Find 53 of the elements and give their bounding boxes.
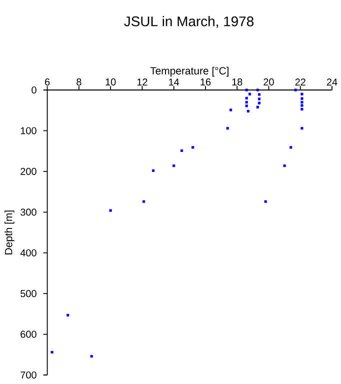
y-tick-label: 100 [20, 127, 36, 134]
point [248, 92, 252, 96]
point [258, 98, 261, 100]
y-tick-label: 500 [20, 290, 36, 298]
point [300, 97, 304, 100]
point [226, 126, 229, 130]
x-tick-label: 8 [76, 78, 82, 86]
point [90, 354, 93, 358]
point [300, 104, 304, 107]
x-tick-label: 18 [232, 78, 242, 86]
y-tick-label: 300 [20, 208, 36, 216]
point [258, 93, 261, 96]
point [256, 106, 259, 108]
point [290, 146, 292, 149]
point [283, 164, 286, 168]
point [256, 88, 259, 92]
point [152, 169, 155, 172]
y-tick-label: 0 [32, 86, 36, 94]
y-axis-title: Depth [m] [4, 210, 14, 254]
x-axis-title: Temperature [°C] [150, 66, 228, 77]
x-tick-label: 10 [106, 78, 116, 86]
x-tick-label: 22 [295, 78, 306, 86]
point [300, 126, 304, 130]
x-tick-label: 16 [200, 78, 211, 86]
point [245, 88, 248, 92]
y-tick-label: 200 [20, 168, 36, 175]
point [258, 102, 261, 104]
point [300, 100, 304, 104]
chart-title: JSUL in March, 1978 [124, 16, 254, 28]
point [229, 108, 232, 112]
point [300, 108, 304, 110]
point [142, 200, 146, 203]
point [246, 110, 250, 112]
y-tick-label: 400 [20, 249, 36, 256]
x-tick-label: 12 [137, 78, 148, 86]
y-tick-label: 600 [20, 330, 36, 338]
point [294, 88, 297, 92]
point [245, 96, 248, 100]
point [245, 100, 248, 104]
point [300, 92, 304, 96]
point [50, 350, 54, 354]
point [109, 209, 112, 212]
x-tick-label: 14 [169, 78, 180, 86]
point [66, 314, 70, 316]
point [172, 164, 176, 168]
point [180, 149, 184, 152]
y-tick-label: 700 [20, 371, 36, 379]
point [264, 200, 267, 203]
x-tick-label: 20 [264, 78, 274, 86]
point [245, 104, 248, 108]
x-tick-label: 6 [45, 78, 50, 86]
point [192, 146, 194, 149]
x-tick-label: 24 [326, 78, 338, 86]
